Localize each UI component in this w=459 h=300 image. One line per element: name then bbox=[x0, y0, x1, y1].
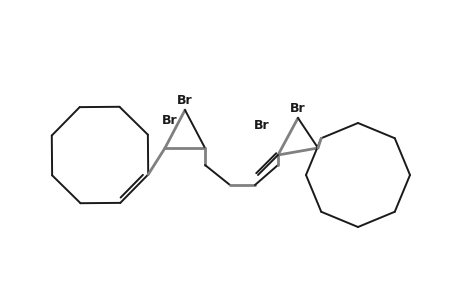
Text: Br: Br bbox=[177, 94, 192, 106]
Text: Br: Br bbox=[254, 118, 269, 131]
Text: Br: Br bbox=[162, 113, 177, 127]
Text: Br: Br bbox=[290, 101, 305, 115]
